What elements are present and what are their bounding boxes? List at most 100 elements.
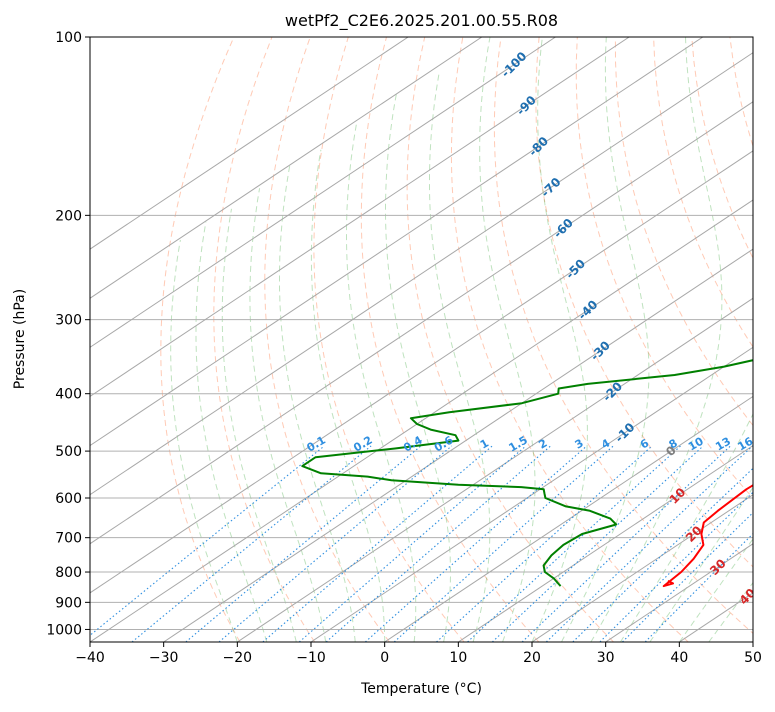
isotherm-gridline [90, 199, 753, 642]
mixing-ratio-line [622, 511, 753, 642]
mixing-ratio-label: 2 [536, 437, 549, 452]
x-tick-label: −30 [149, 650, 179, 666]
moist-adiabat-line [590, 37, 723, 642]
isotherm-label: -90 [514, 93, 539, 118]
moist-adiabat-line [429, 72, 491, 642]
profile-lines [301, 359, 753, 588]
isotherm-label: 30 [707, 556, 729, 578]
temperature-profile-line [662, 484, 753, 588]
plot-frame [89, 36, 754, 643]
x-tick-label: 40 [670, 650, 688, 666]
mixing-ratio-line [185, 445, 422, 642]
x-tick-label: 50 [744, 650, 762, 666]
isotherm-gridline [90, 37, 630, 398]
dry-adiabat-line [575, 37, 753, 499]
mixing-ratio-label: 6 [638, 436, 651, 451]
y-tick-label: 800 [55, 565, 82, 581]
dry-adiabat-line [653, 37, 753, 348]
isotherm-label: -40 [575, 297, 600, 322]
isotherm-gridline [90, 101, 753, 545]
mixing-ratio-line [298, 445, 527, 642]
isotherm-gridline [752, 641, 753, 642]
mixing-ratio-line [436, 445, 653, 642]
dry-adiabat-line [160, 37, 241, 642]
mixing-ratio-line [90, 445, 325, 637]
moist-adiabat-line [221, 208, 297, 642]
dry-adiabat-line [450, 37, 689, 642]
y-tick-label: 500 [55, 444, 82, 460]
moist-adiabat-line [385, 94, 451, 642]
mixing-ratio-line [491, 445, 704, 642]
dry-adiabat-line [406, 37, 614, 642]
isotherm-gridline [90, 37, 704, 447]
dry-adiabat-line [535, 37, 753, 568]
y-axis-label: Pressure (hPa) [12, 289, 28, 389]
moist-adiabat-line [170, 239, 238, 642]
dewpoint-profile-line [301, 359, 753, 587]
isotherm-gridline [458, 444, 753, 642]
isotherm-label: -60 [551, 216, 576, 241]
background-lines [90, 37, 775, 642]
y-tick-label: 200 [55, 208, 82, 224]
moist-adiabat-line [195, 221, 268, 642]
isotherm-label: -30 [588, 338, 613, 363]
dry-adiabat-line [691, 37, 753, 260]
moist-adiabat-line [708, 581, 753, 642]
isotherm-gridline [310, 346, 753, 642]
y-tick-label: 900 [55, 595, 82, 611]
mixing-ratio-line [599, 491, 753, 642]
isotherm-gridline [679, 592, 753, 642]
dry-adiabat-line [264, 37, 390, 642]
x-tick-label: −10 [296, 650, 326, 666]
mixing-ratio-line [218, 445, 453, 642]
isotherm-gridline [90, 37, 409, 250]
isotherm-gridline [90, 37, 483, 299]
isotherm-gridline [384, 395, 753, 642]
mixing-ratio-line [467, 445, 681, 642]
mixing-ratio-line [393, 445, 614, 642]
dry-adiabat-line [729, 37, 753, 148]
isotherm-gridline [531, 494, 753, 642]
y-tick-label: 300 [55, 313, 82, 329]
y-axis: 100 200 300 400 500 600 700 800 900 1000 [46, 30, 90, 638]
isotherm-gridline [90, 37, 556, 348]
chart-title: wetPf2_C2E6.2025.201.00.55.R08 [285, 11, 558, 31]
isotherm-gridline [163, 248, 753, 642]
isotherm-label: -70 [538, 175, 563, 200]
isotherm-gridline [90, 52, 753, 496]
y-tick-label: 100 [55, 30, 82, 46]
x-tick-label: 0 [380, 650, 389, 666]
moist-adiabat-line [249, 188, 327, 642]
x-axis: −40 −30 −20 −10 0 10 20 30 40 50 [75, 642, 762, 666]
dry-adiabat-line [768, 37, 775, 642]
moist-adiabat-line [279, 165, 356, 642]
y-tick-label: 1000 [46, 622, 82, 638]
x-tick-label: −20 [223, 650, 253, 666]
isotherm-gridline [237, 297, 753, 642]
mixing-ratio-line [644, 533, 753, 642]
isotherm-label: 20 [683, 523, 705, 545]
moist-adiabat-line [619, 412, 753, 642]
moist-adiabat-line [561, 37, 650, 642]
mixing-ratio-label: 16 [735, 434, 755, 453]
mixing-ratio-line [262, 445, 493, 642]
isotherm-label: -80 [526, 134, 551, 159]
moist-adiabat-line [678, 538, 753, 642]
moist-adiabat-line [649, 486, 753, 642]
dry-adiabat-line [360, 37, 540, 642]
mixing-ratio-line [325, 445, 552, 642]
dry-adiabat-line [313, 37, 465, 642]
isotherm-label: 40 [737, 586, 759, 608]
isotherm-label: -10 [612, 420, 637, 445]
mixing-ratio-label: 3 [573, 437, 586, 452]
y-tick-label: 400 [55, 387, 82, 403]
x-tick-label: 20 [523, 650, 541, 666]
y-tick-label: 700 [55, 531, 82, 547]
x-tick-label: −40 [75, 650, 105, 666]
mixing-ratio-label: 20 [760, 434, 775, 453]
dry-adiabat-line [213, 37, 316, 642]
mixing-ratio-label: 4 [599, 436, 612, 451]
x-axis-label: Temperature (°C) [360, 681, 482, 697]
isotherm-label: -100 [498, 49, 529, 80]
